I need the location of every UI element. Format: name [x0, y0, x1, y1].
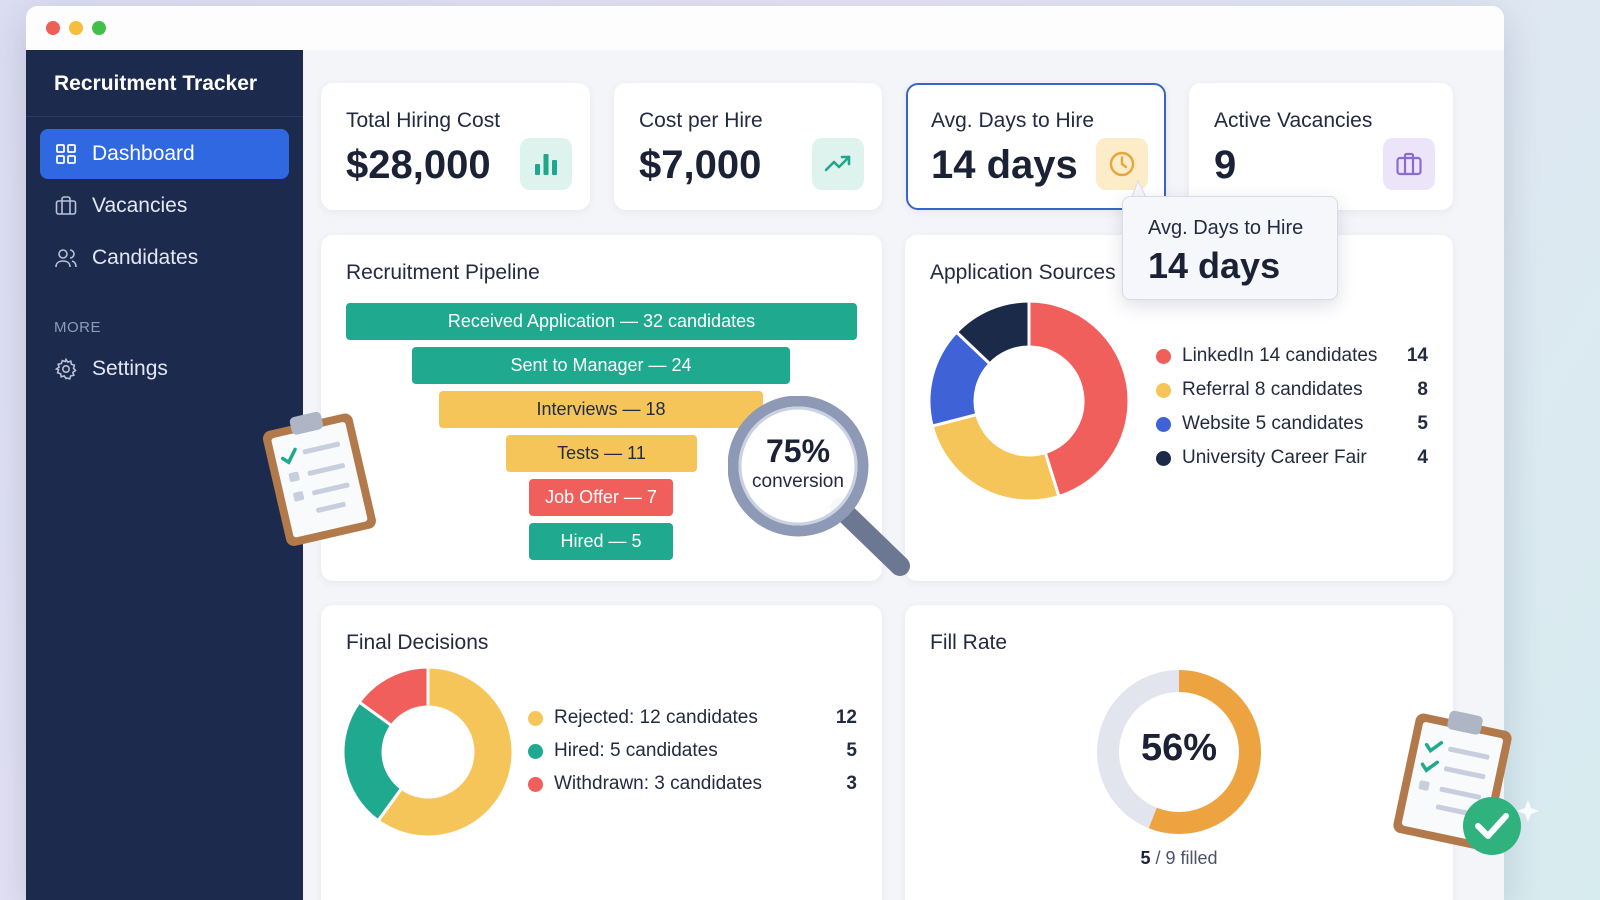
pipeline-stage-sent-to-manager[interactable]: Sent to Manager — 24: [412, 347, 790, 384]
kpi-card-avg-days-to-hire[interactable]: Avg. Days to Hire 14 days: [906, 83, 1166, 210]
section-title: Fill Rate: [930, 631, 1008, 654]
legend-value: 4: [1417, 447, 1428, 468]
clipboard-check-icon: [1393, 710, 1539, 855]
filled-count: 5: [1140, 848, 1151, 868]
fill-rate-ring: [1097, 670, 1261, 834]
sources-slice-0[interactable]: [1027, 301, 1129, 499]
bar-chart-icon: [520, 138, 572, 190]
pipeline-stage-interviews[interactable]: Interviews — 18: [439, 391, 763, 428]
sidebar-item-candidates[interactable]: Candidates: [40, 233, 289, 283]
maximize-window-button[interactable]: [92, 21, 106, 35]
tooltip-value: 14 days: [1148, 245, 1281, 286]
legend-item-withdrawn: Withdrawn: 3 candidates: [528, 773, 762, 795]
section-title: Recruitment Pipeline: [346, 261, 540, 284]
legend-value: 12: [835, 707, 857, 728]
legend-item-referral: Referral 8 candidates: [1156, 379, 1363, 401]
legend-label: Hired: 5 candidates: [554, 740, 718, 761]
legend-label: Withdrawn: 3 candidates: [554, 773, 763, 794]
kpi-title: Active Vacancies: [1214, 109, 1373, 132]
gear-icon: [54, 357, 78, 381]
legend-item-rejected: Rejected: 12 candidates: [528, 707, 758, 729]
clock-icon: [1096, 138, 1148, 190]
legend-color-dot: [1156, 416, 1171, 432]
legend-label: Website 5 candidates: [1182, 413, 1364, 434]
tooltip-label: Avg. Days to Hire: [1148, 217, 1304, 239]
sources-slice-1[interactable]: [930, 412, 1061, 501]
sidebar-item-label: Settings: [92, 357, 168, 380]
legend-color-dot: [528, 710, 543, 726]
legend-label: LinkedIn 14 candidates: [1182, 345, 1378, 366]
legend-color-dot: [528, 743, 543, 759]
section-title: Application Sources: [930, 261, 1116, 284]
kpi-value: 9: [1214, 143, 1237, 187]
app-window: Recruitment Tracker Dashboard Vacancies …: [26, 6, 1504, 900]
kpi-card-cost-per-hire[interactable]: Cost per Hire $7,000: [614, 83, 882, 210]
legend-item-career-fair: University Career Fair: [1156, 447, 1367, 469]
legend-color-dot: [528, 776, 543, 792]
pipeline-stage-received[interactable]: Received Application — 32 candidates: [346, 303, 857, 340]
legend-color-dot: [1156, 348, 1171, 364]
legend-value: 14: [1406, 345, 1428, 366]
kpi-tooltip: Avg. Days to Hire 14 days: [1122, 196, 1338, 300]
pipeline-stage-job-offer[interactable]: Job Offer — 7: [529, 479, 673, 516]
legend-item-website: Website 5 candidates: [1156, 413, 1363, 435]
more-section-label: MORE: [54, 319, 101, 336]
kpi-title: Avg. Days to Hire: [931, 109, 1095, 132]
pipeline-stage-tests[interactable]: Tests — 11: [506, 435, 697, 472]
sources-donut-chart: [929, 301, 1129, 501]
clipboard-icon: [262, 411, 376, 546]
sources-slice-3[interactable]: [954, 301, 1031, 366]
kpi-card-total-hiring-cost[interactable]: Total Hiring Cost $28,000: [321, 83, 590, 210]
decisions-donut-chart: [343, 667, 513, 837]
sidebar-item-settings[interactable]: Settings: [40, 344, 289, 394]
legend-value: 8: [1417, 379, 1428, 400]
kpi-value: 14 days: [931, 143, 1078, 187]
close-window-button[interactable]: [46, 21, 60, 35]
fill-rate-total: / 9 filled: [1150, 848, 1218, 868]
fill-rate-arc: [1097, 670, 1261, 834]
conversion-label: conversion: [752, 471, 844, 492]
users-icon: [54, 246, 78, 270]
section-title: Final Decisions: [346, 631, 489, 654]
fill-rate-percent: 56%: [1140, 727, 1218, 769]
sidebar-item-dashboard[interactable]: Dashboard: [40, 129, 289, 179]
legend-label: Rejected: 12 candidates: [554, 707, 758, 728]
sidebar-item-label: Vacancies: [92, 194, 188, 217]
sidebar-item-label: Dashboard: [92, 142, 195, 165]
briefcase-icon: [54, 194, 78, 218]
decisions-slice-0[interactable]: [375, 667, 513, 837]
sidebar-item-label: Candidates: [92, 246, 199, 269]
legend-label: University Career Fair: [1182, 447, 1367, 468]
sidebar-item-vacancies[interactable]: Vacancies: [40, 181, 289, 231]
kpi-value: $7,000: [639, 143, 762, 187]
fill-rate-card: Fill Rate 56% 5 / 9 filled: [905, 605, 1453, 900]
legend-color-dot: [1156, 450, 1171, 466]
conversion-value: 75%: [765, 433, 831, 469]
briefcase-icon: [1383, 138, 1435, 190]
legend-value: 5: [1417, 413, 1428, 434]
pipeline-stage-hired[interactable]: Hired — 5: [529, 523, 673, 560]
legend-value: 5: [846, 740, 857, 761]
kpi-value: $28,000: [346, 143, 491, 187]
grid-icon: [54, 142, 78, 166]
legend-value: 3: [846, 773, 857, 794]
kpi-card-active-vacancies[interactable]: Active Vacancies 9: [1189, 83, 1453, 210]
trending-up-icon: [812, 138, 864, 190]
sidebar: Recruitment Tracker Dashboard Vacancies …: [26, 50, 303, 900]
magnifier-icon: [728, 396, 910, 576]
legend-item-linkedin: LinkedIn 14 candidates: [1156, 345, 1377, 367]
legend-item-hired: Hired: 5 candidates: [528, 740, 718, 762]
kpi-title: Cost per Hire: [639, 109, 763, 132]
app-title: Recruitment Tracker: [26, 50, 303, 117]
title-bar: [26, 6, 1504, 50]
legend-label: Referral 8 candidates: [1182, 379, 1363, 400]
decisions-slice-2[interactable]: [357, 667, 430, 728]
fill-rate-caption: 5 / 9 filled: [1094, 848, 1264, 869]
decisions-slice-1[interactable]: [343, 699, 404, 823]
final-decisions-card: Final Decisions Rejected: 12 candidates …: [321, 605, 882, 900]
legend-color-dot: [1156, 382, 1171, 398]
kpi-title: Total Hiring Cost: [346, 109, 501, 132]
minimize-window-button[interactable]: [69, 21, 83, 35]
